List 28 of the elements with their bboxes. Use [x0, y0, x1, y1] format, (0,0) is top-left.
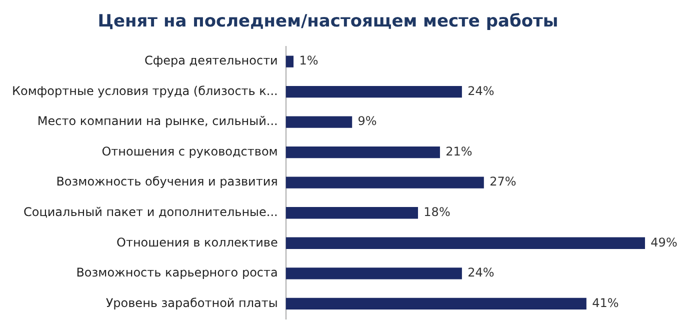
data-label: 1%: [299, 54, 318, 68]
bar: [286, 237, 646, 249]
data-label: 49%: [650, 235, 678, 250]
y-tick-label: Место компании на рынке, сильный...: [37, 114, 278, 128]
chart-title: Ценят на последнем/настоящем месте работы: [98, 12, 558, 32]
data-label: 24%: [468, 266, 494, 280]
bar: [286, 268, 462, 280]
bar: [286, 207, 418, 219]
bar: [286, 176, 484, 188]
y-tick-label: Возможность обучения и развития: [56, 174, 278, 189]
y-tick-label: Уровень заработной платы: [106, 296, 278, 310]
bar: [286, 116, 352, 128]
bar: [286, 298, 586, 310]
y-tick-label: Сфера деятельности: [144, 54, 278, 68]
data-label: 27%: [490, 174, 516, 189]
data-label: 41%: [592, 296, 619, 310]
data-label: 9%: [358, 114, 377, 128]
bar: [286, 56, 294, 68]
data-label: 18%: [424, 204, 450, 219]
bar: [286, 86, 462, 98]
data-label: 24%: [468, 84, 494, 98]
y-tick-label: Социальный пакет и дополнительные...: [23, 204, 278, 219]
bar: [286, 146, 440, 158]
y-tick-label: Комфортные условия труда (близость к...: [12, 84, 278, 98]
y-tick-label: Отношения в коллективе: [116, 235, 278, 250]
y-tick-label: Отношения с руководством: [102, 144, 278, 158]
data-label: 21%: [446, 144, 472, 158]
y-tick-label: Возможность карьерного роста: [76, 266, 278, 280]
